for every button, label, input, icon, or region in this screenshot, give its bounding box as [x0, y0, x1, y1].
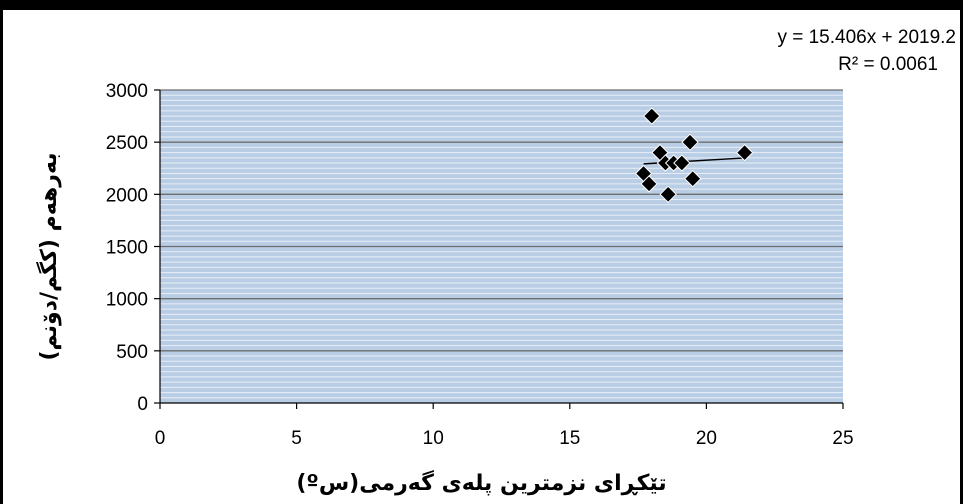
- data-point: [673, 154, 691, 172]
- data-points: [634, 107, 754, 204]
- x-tick-label: 25: [832, 428, 853, 449]
- x-axis-title: تێکڕای نزمترین پلەی گەرمی(سº): [296, 469, 666, 496]
- y-tick-label: 2500: [106, 133, 148, 154]
- data-point: [659, 185, 677, 204]
- x-tick-label: 20: [696, 428, 717, 449]
- y-tick-label: 0: [137, 394, 148, 415]
- x-tick-label: 15: [559, 428, 580, 449]
- axes: [154, 89, 844, 409]
- y-tick-label: 1000: [106, 290, 148, 311]
- y-tick-label: 500: [116, 342, 148, 363]
- data-point: [681, 133, 699, 151]
- y-axis-title: بەرهەم (کگم/دۆنم): [35, 152, 62, 360]
- x-tick-labels: 0 5 10 15 20 25: [155, 428, 854, 449]
- data-point: [643, 107, 661, 125]
- data-point: [684, 169, 702, 188]
- major-gridlines: [160, 89, 843, 352]
- y-tick-labels: 0 500 1000 1500 2000 2500 3000: [106, 81, 148, 415]
- y-tick-label: 1500: [106, 238, 148, 259]
- minor-gridlines: [160, 94, 843, 399]
- frame-top-border: [0, 0, 963, 10]
- data-point: [640, 175, 658, 193]
- x-tick-label: 0: [155, 428, 166, 449]
- trendline-r-squared: R² = 0.0061: [838, 54, 938, 75]
- trendline-equation: y = 15.406x + 2019.2: [777, 27, 956, 48]
- y-tick-label: 3000: [106, 81, 148, 102]
- x-tick-label: 10: [423, 428, 444, 449]
- y-tick-label: 2000: [106, 185, 148, 206]
- data-point: [735, 143, 754, 162]
- x-tick-label: 5: [291, 428, 302, 449]
